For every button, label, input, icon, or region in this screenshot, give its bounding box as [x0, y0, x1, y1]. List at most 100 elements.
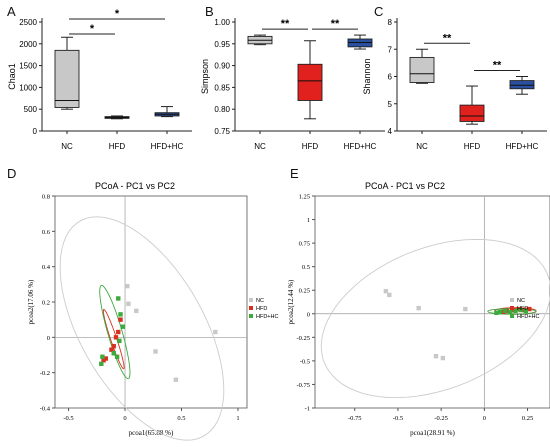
y-tick-label: 500: [24, 105, 38, 114]
y-tick-label: 0.90: [214, 62, 230, 71]
box-hfd: [459, 104, 485, 122]
point-hfd-hc: [99, 361, 104, 367]
x-tick-label: HFD+HC: [344, 142, 377, 151]
significance-label: **: [443, 32, 452, 44]
x-tick-label: 0: [123, 415, 126, 422]
y-tick-label: 5: [388, 100, 393, 109]
x-tick-label: 0: [483, 415, 486, 422]
point-nc: [416, 305, 421, 311]
x-tick-label: HFD+HC: [506, 142, 539, 151]
y-tick-label: 1: [307, 217, 310, 224]
panel-B: B 0.75 0.80 0.85 0.90 0.95 1.00 Simpson NC HFD HFD…: [200, 4, 385, 151]
legend-label: HFD+HC: [256, 314, 278, 320]
y-tick-label: 0: [47, 335, 50, 342]
x-tick-label: NC: [254, 142, 266, 151]
legend-swatch: [249, 298, 253, 302]
box-hfd: [297, 63, 323, 101]
y-tick-label: 0.25: [299, 288, 310, 295]
panel-C: C 4 5 6 7 8 Shannon NC HFD HFD+HC ** **: [362, 4, 547, 151]
point-hfd: [116, 329, 121, 335]
y-axis-label: Chao1: [7, 63, 17, 90]
box-nc: [54, 49, 80, 108]
y-tick-label: 0.5: [302, 264, 310, 271]
y-tick-label: -1: [305, 406, 310, 413]
plot-frame: [54, 195, 248, 409]
significance-label: **: [331, 18, 340, 30]
y-tick-label: -0.5: [300, 358, 310, 365]
significance-label: *: [90, 23, 95, 35]
significance-label: **: [281, 18, 290, 30]
point-nc: [463, 306, 468, 312]
point-hfd-hc: [502, 308, 508, 314]
panel-letter: C: [374, 4, 383, 19]
confidence-ellipse-hfd-hc: [99, 284, 131, 380]
panel-letter: A: [7, 4, 16, 19]
x-tick-label: -0.5: [393, 415, 403, 422]
x-tick-label: HFD: [302, 142, 319, 151]
y-tick-label: 4: [388, 127, 393, 136]
y-tick-label: 2000: [19, 40, 37, 49]
confidence-ellipse-nc: [320, 238, 550, 399]
x-tick-label: NC: [416, 142, 428, 151]
y-tick-label: 0.6: [42, 229, 51, 236]
y-tick-label: 1500: [19, 62, 37, 71]
y-tick-label: 6: [388, 73, 393, 82]
point-hfd: [527, 306, 532, 312]
point-nc: [126, 301, 131, 306]
point-hfd: [111, 343, 116, 349]
y-tick-label: 1.25: [299, 194, 310, 201]
confidence-ellipse-nc: [59, 216, 225, 441]
point-hfd-hc: [497, 309, 503, 315]
y-tick-label: -0.75: [296, 382, 310, 389]
y-tick-label: 1.00: [214, 18, 230, 27]
y-tick-label: 7: [388, 45, 393, 54]
x-tick-label: -0.25: [434, 415, 448, 422]
box-hfd-hc: [509, 80, 535, 90]
legend-label: HFD+HC: [517, 314, 539, 320]
y-tick-label: 0: [33, 127, 38, 136]
x-tick-label: HFD: [109, 142, 126, 151]
legend-swatch: [249, 306, 253, 310]
y-tick-label: 0.2: [42, 300, 50, 307]
y-tick-label: 0.85: [214, 83, 230, 92]
point-hfd-hc: [117, 338, 122, 344]
x-tick-label: HFD+HC: [151, 142, 184, 151]
plot-frame: [314, 195, 550, 409]
y-tick-label: 0.8: [42, 194, 50, 201]
x-tick-label: HFD: [464, 142, 481, 151]
plot-title: PCoA - PC1 vs PC2: [95, 181, 175, 191]
y-tick-label: -0.4: [40, 406, 51, 413]
point-hfd-hc: [100, 354, 105, 359]
plot-title: PCoA - PC1 vs PC2: [365, 181, 445, 191]
point-hfd-hc: [114, 354, 120, 359]
significance-label: **: [493, 60, 502, 72]
point-hfd: [113, 335, 119, 340]
x-tick-label: -0.75: [348, 415, 362, 422]
point-hfd-hc: [118, 312, 123, 317]
point-hfd-hc: [513, 308, 518, 314]
y-tick-label: 0.4: [42, 264, 51, 271]
point-nc: [173, 377, 179, 382]
x-axis-label: pcoa1(28.91 %): [410, 429, 455, 437]
y-tick-label: 1000: [19, 83, 37, 92]
point-hfd: [101, 358, 106, 363]
panel-E: E PCoA - PC1 vs PC2 -0.75 -0.5 -0.25 0 0.25 1.2…: [287, 166, 550, 437]
point-hfd-hc: [518, 307, 523, 313]
y-tick-label: -0.25: [296, 335, 310, 342]
point-hfd: [109, 347, 114, 352]
point-hfd: [103, 356, 109, 361]
legend-swatch: [510, 314, 514, 318]
y-tick-label: 0.75: [214, 127, 230, 136]
panel-A: A 0 500 1000 1500 2000 2500 Chao1 NC HFD HFD+HC * *: [7, 4, 192, 151]
point-hfd-hc: [523, 308, 529, 314]
point-nc: [387, 292, 392, 298]
point-nc: [440, 355, 446, 361]
point-nc: [125, 283, 130, 289]
y-tick-label: 8: [388, 18, 393, 27]
point-nc: [153, 349, 158, 354]
point-hfd: [118, 317, 123, 322]
legend-swatch: [249, 314, 253, 318]
x-tick-label: 0.25: [522, 415, 533, 422]
y-axis-label: Shannon: [362, 58, 372, 94]
